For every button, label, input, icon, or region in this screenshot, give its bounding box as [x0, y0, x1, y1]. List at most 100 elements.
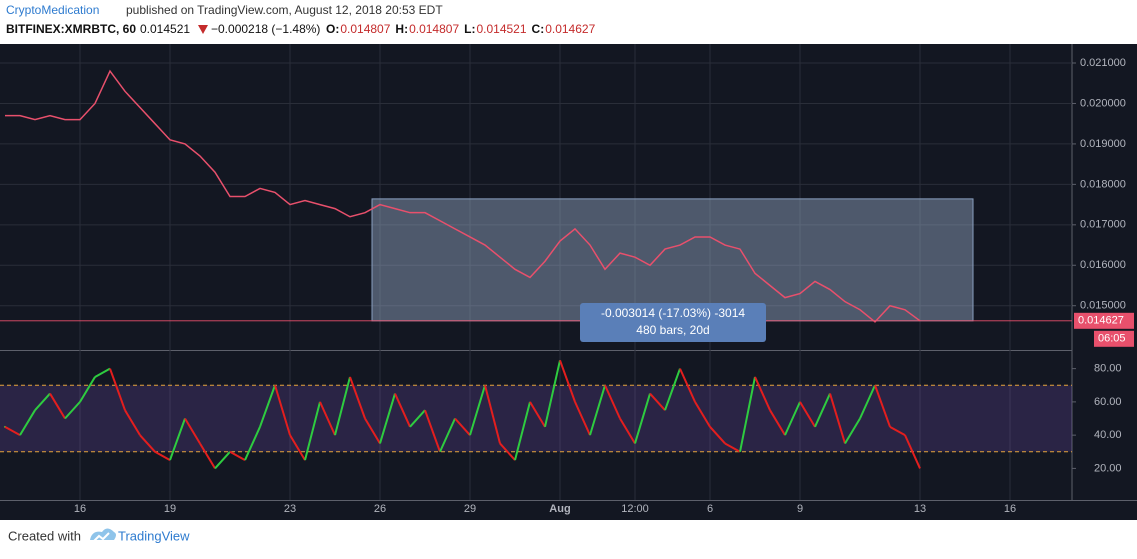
- rsi-segment: [604, 384, 621, 419]
- rsi-segment: [124, 409, 141, 436]
- rsi-segment: [244, 426, 261, 461]
- measure-label: -0.003014 (-17.03%) -3014: [601, 306, 745, 320]
- rsi-segment: [814, 393, 831, 428]
- rsi-segment: [64, 401, 81, 420]
- rsi-segment: [664, 368, 681, 411]
- rsi-segment: [679, 368, 696, 403]
- rsi-segment: [289, 434, 306, 461]
- ohlc-key: O:: [326, 22, 339, 36]
- rsi-segment: [184, 418, 201, 444]
- rsi-segment: [439, 418, 456, 453]
- author[interactable]: CryptoMedication: [6, 3, 99, 17]
- y-tick-label: 20.00: [1094, 462, 1122, 474]
- rsi-segment: [739, 376, 756, 452]
- x-tick-label: Aug: [549, 503, 570, 515]
- y-tick-label: 0.021000: [1080, 57, 1126, 69]
- x-tick-label: 6: [707, 503, 713, 515]
- rsi-segment: [529, 401, 546, 428]
- rsi-segment: [259, 384, 276, 428]
- rsi-segment: [79, 376, 96, 403]
- x-tick-label: 19: [164, 503, 176, 515]
- rsi-segment: [454, 417, 471, 436]
- rsi-segment: [394, 393, 411, 428]
- rsi-segment: [379, 393, 396, 444]
- rsi-segment: [514, 401, 531, 461]
- rsi-segment: [484, 385, 501, 444]
- logo-mark: [93, 532, 110, 542]
- down-arrow: [198, 25, 208, 34]
- rsi-segment: [499, 442, 516, 461]
- rsi-segment: [334, 376, 351, 436]
- rsi-segment: [169, 418, 186, 461]
- rsi-segment: [19, 409, 36, 436]
- rsi-segment: [49, 393, 66, 420]
- rsi-segment: [619, 418, 636, 444]
- x-tick-label: 26: [374, 503, 386, 515]
- rsi-segment: [754, 376, 771, 411]
- y-tick-label: 60.00: [1094, 396, 1122, 408]
- rsi-segment: [199, 442, 216, 469]
- rsi-segment: [34, 392, 51, 411]
- published: published on TradingView.com, August 12,…: [126, 3, 443, 17]
- ohlc-key: C:: [532, 22, 545, 36]
- rsi-segment: [229, 450, 246, 461]
- y-tick-label: 0.019000: [1080, 138, 1126, 150]
- y-tick-label: 80.00: [1094, 363, 1122, 375]
- rsi-segment: [544, 360, 561, 428]
- rsi-segment: [709, 426, 726, 445]
- x-tick-label: 16: [74, 503, 86, 515]
- x-tick-label: 29: [464, 503, 476, 515]
- rsi-segment: [799, 401, 816, 428]
- measure-label-box: [580, 303, 766, 342]
- rsi-segment: [574, 401, 591, 436]
- rsi-segment: [589, 384, 606, 436]
- last-price-badge: [1074, 312, 1134, 329]
- rsi-segment: [274, 384, 291, 436]
- rsi-segment: [694, 401, 711, 428]
- y-tick-label: 40.00: [1094, 429, 1122, 441]
- brand[interactable]: TradingView: [118, 528, 190, 543]
- x-tick-label: 23: [284, 503, 296, 515]
- rsi-segment: [844, 418, 861, 444]
- x-tick-label: 13: [914, 503, 926, 515]
- rsi-segment: [4, 425, 21, 437]
- rsi-segment: [724, 442, 741, 453]
- ohlc-value: 0.014521: [476, 22, 526, 36]
- rsi-segment: [634, 393, 651, 444]
- rsi-segment: [214, 451, 231, 470]
- rsi-segment: [109, 368, 126, 411]
- rsi-segment: [829, 393, 846, 444]
- rsi-segment: [784, 401, 801, 436]
- rsi-segment: [319, 401, 336, 436]
- y-tick-label: 0.020000: [1080, 97, 1126, 109]
- rsi-segment: [424, 409, 441, 453]
- ohlc-value: 0.014807: [409, 22, 459, 36]
- last-price: 0.014521: [140, 22, 190, 36]
- chart-area: [0, 44, 1137, 520]
- countdown-badge: [1094, 330, 1134, 347]
- rsi-segment: [649, 392, 666, 411]
- price-line: [5, 69, 921, 323]
- last-price-label: 0.014627: [1078, 315, 1124, 327]
- y-tick-label: 0.018000: [1080, 178, 1126, 190]
- ohlc-value: 0.014807: [340, 22, 390, 36]
- y-tick-label: 0.017000: [1080, 219, 1126, 231]
- rsi-segment: [154, 450, 171, 461]
- change: −0.000218 (−1.48%): [211, 22, 320, 36]
- x-tick-label: 16: [1004, 503, 1016, 515]
- rsi-segment: [94, 367, 111, 378]
- measure-sublabel: 480 bars, 20d: [636, 323, 709, 337]
- rsi-band: [0, 385, 1072, 452]
- logo[interactable]: [90, 528, 116, 542]
- x-tick-label: 12:00: [621, 503, 649, 515]
- rsi-segment: [859, 384, 876, 419]
- rsi-segment: [349, 376, 366, 419]
- rsi-segment: [874, 384, 891, 428]
- created-with: Created with: [8, 528, 81, 543]
- rsi-segment: [409, 409, 426, 428]
- rsi-segment: [769, 409, 786, 436]
- ohlc-value: 0.014627: [545, 22, 595, 36]
- y-tick-label: 0.016000: [1080, 259, 1126, 271]
